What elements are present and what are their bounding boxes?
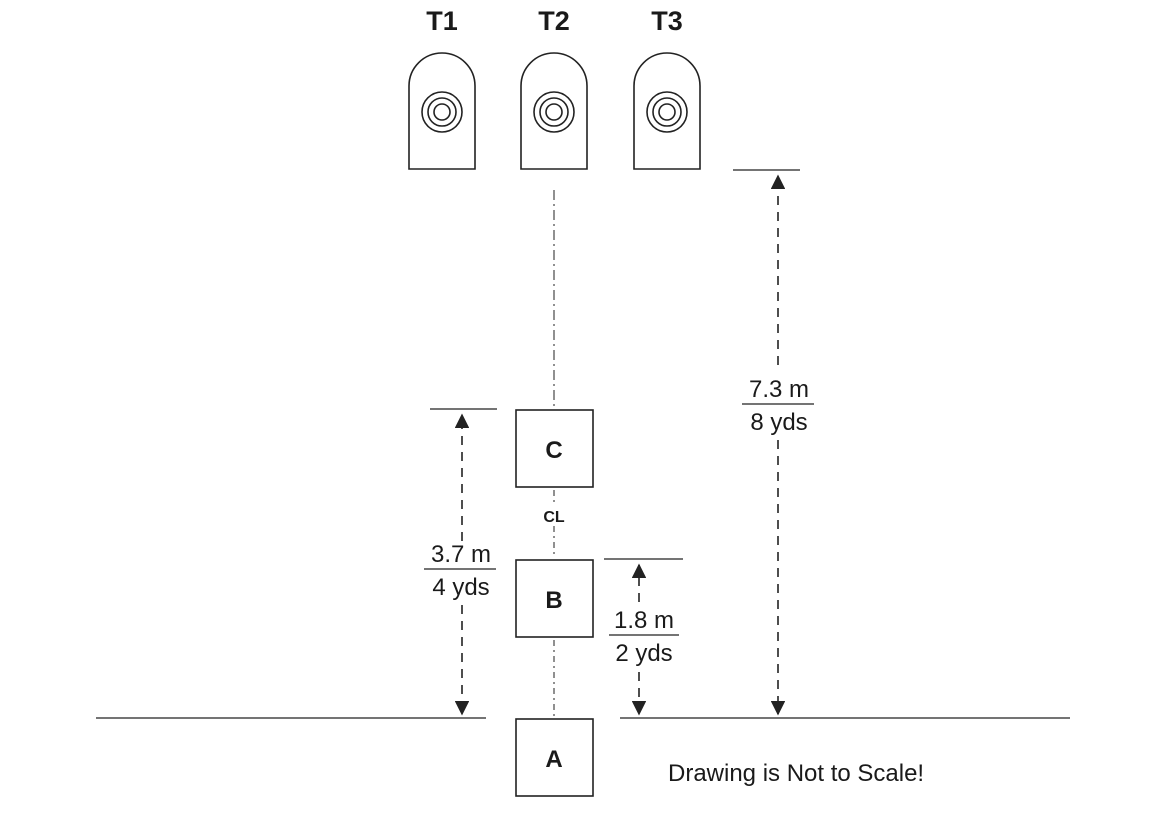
target-t1 [408,52,476,170]
dimension-right-imperial: 8 yds [750,409,807,436]
target-label-t2: T2 [538,6,570,36]
dimension-left-metric: 3.7 m [431,541,491,568]
position-a: A [515,718,594,797]
target-t2 [520,52,588,170]
dimension-middle-metric: 1.8 m [614,607,674,634]
target-t3 [633,52,701,170]
dimension-left: 3.7 m 4 yds [424,408,497,716]
centerline-label: CL [543,509,565,526]
position-b: B [515,559,594,638]
position-b-label: B [545,587,562,614]
target-label-t1: T1 [426,6,458,36]
dimension-left-imperial: 4 yds [432,574,489,601]
target-label-t3: T3 [651,6,683,36]
dimension-right-metric: 7.3 m [749,376,809,403]
dimension-middle-imperial: 2 yds [615,640,672,667]
dimension-right: 7.3 m 8 yds [733,169,814,716]
position-c: C [515,409,594,488]
position-a-label: A [545,746,562,773]
scale-note: Drawing is Not to Scale! [668,760,924,787]
dimension-middle: 1.8 m 2 yds [604,558,683,716]
position-c-label: C [545,437,562,464]
